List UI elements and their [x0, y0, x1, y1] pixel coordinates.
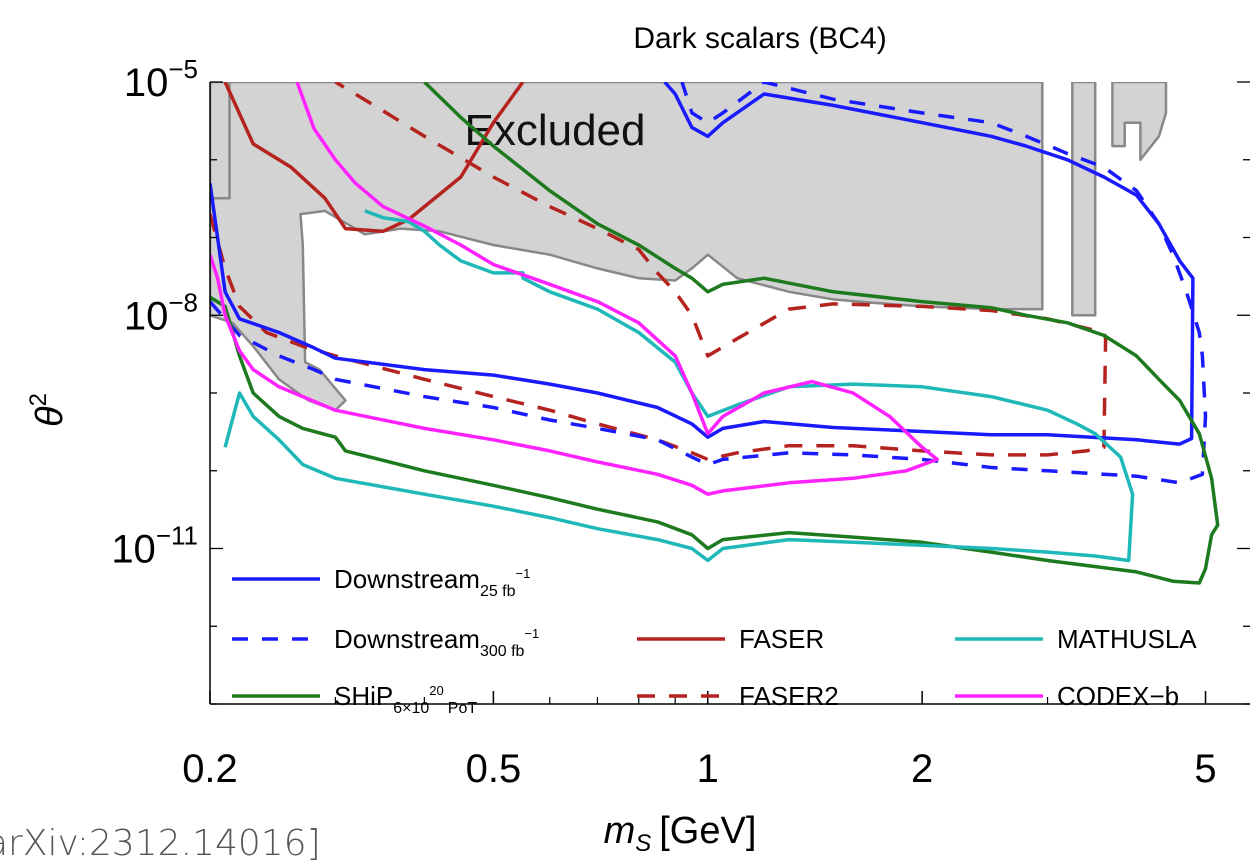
series-codexb-line [210, 82, 939, 496]
x-ticks: 0.2 0.5 1 2 5 [182, 691, 1217, 791]
y-tick-label: 10−8 [124, 287, 198, 338]
arxiv-citation: arXiv:2312.14016] [0, 823, 321, 863]
legend-label-ds300: Downstream300 fb−1 [334, 624, 539, 660]
y-ticks: 10−5 10−8 10−11 [111, 54, 1250, 705]
excluded-label: Excluded [464, 106, 645, 155]
y-tick-label: 10−5 [124, 54, 198, 105]
series-faser-line [223, 82, 525, 234]
legend-label-codexb: CODEX−b [1057, 681, 1179, 711]
series-ship-line [210, 82, 1220, 585]
legend-label-ship: SHiP6×1020PoT [334, 681, 477, 717]
y-axis-label: θ2 [25, 393, 71, 427]
series-faser2-line [210, 82, 1108, 462]
x-tick-label: 1 [697, 747, 719, 791]
series-ds25-line [210, 82, 1195, 446]
x-tick-label: 0.5 [466, 747, 522, 791]
excluded-strip3 [1111, 82, 1168, 162]
chart-title: Dark scalars (BC4) [633, 22, 886, 55]
excluded-strip1 [210, 82, 231, 200]
series-ds300-line [210, 82, 1208, 485]
y-tick-label: 10−11 [111, 521, 198, 572]
x-axis-label: mS [GeV] [604, 810, 757, 857]
x-tick-label: 0.2 [182, 747, 238, 791]
legend-label-ds25: Downstream25 fb−1 [334, 564, 530, 600]
legend-label-faser: FASER [739, 624, 824, 654]
legend-label-faser2: FASER2 [739, 681, 839, 711]
plot-area: Excluded [210, 82, 1220, 585]
x-tick-label: 2 [911, 747, 933, 791]
series-layer [210, 82, 1220, 585]
legend-label-mathusla: MATHUSLA [1057, 624, 1197, 654]
excluded-strip2 [1071, 82, 1097, 317]
x-tick-label: 5 [1194, 747, 1216, 791]
legend: FASER FASER2 Downstream25 fb−1 Downstream30… [232, 564, 1197, 717]
